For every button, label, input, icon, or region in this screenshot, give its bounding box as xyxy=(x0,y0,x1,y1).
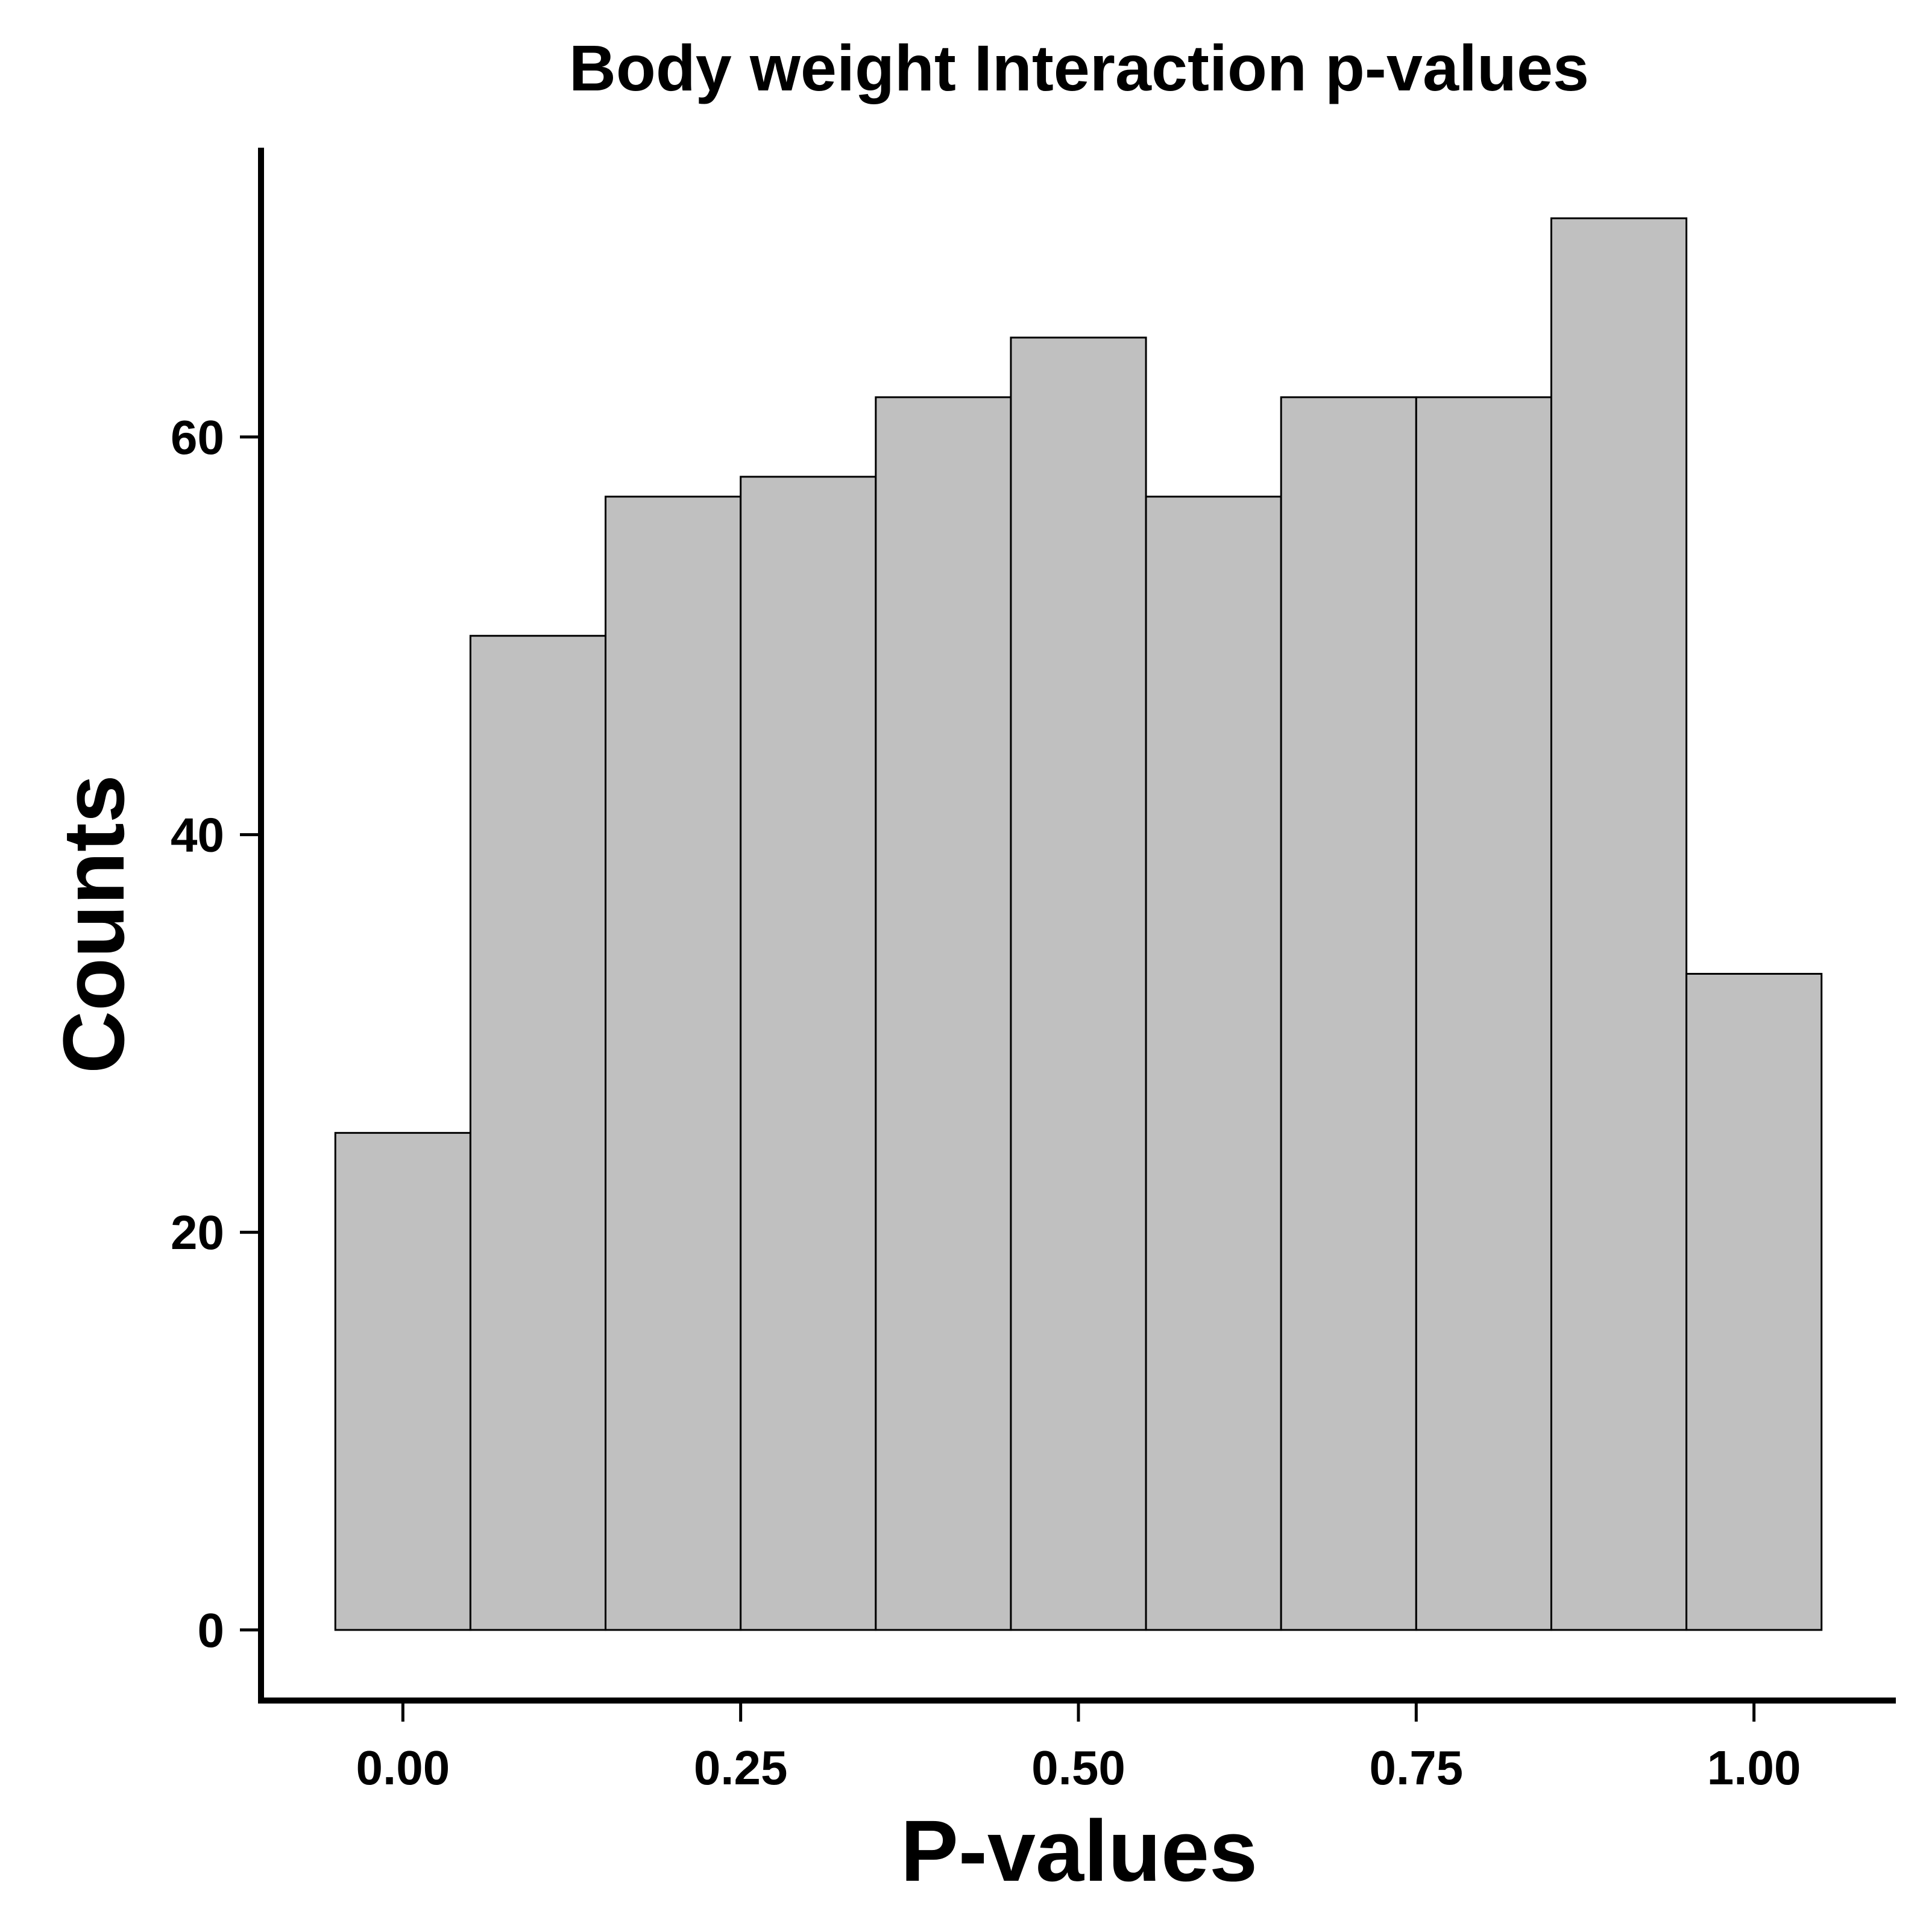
y-tick-label-3: 60 xyxy=(171,411,224,464)
bars-group xyxy=(334,217,1823,1631)
histogram-bar-5 xyxy=(1010,336,1147,1631)
histogram-bar-7 xyxy=(1280,396,1417,1631)
x-tick-label-1: 0.25 xyxy=(694,1741,788,1795)
x-tick-label-0: 0.00 xyxy=(356,1741,450,1795)
y-axis-title: Counts xyxy=(45,775,142,1074)
histogram-bar-2 xyxy=(605,496,742,1631)
x-tick-label-2: 0.50 xyxy=(1031,1741,1125,1795)
y-ticks-group: 0 20 40 60 xyxy=(171,411,261,1657)
chart-title: Body weight Interaction p-values xyxy=(569,31,1589,104)
histogram-bar-8 xyxy=(1415,396,1552,1631)
histogram-bar-3 xyxy=(740,476,877,1631)
x-axis-title: P-values xyxy=(901,1802,1257,1899)
x-ticks-group: 0.00 0.25 0.50 0.75 1.00 xyxy=(356,1701,1801,1795)
histogram-bar-10 xyxy=(1685,972,1823,1631)
x-tick-label-4: 1.00 xyxy=(1707,1741,1801,1795)
y-tick-label-2: 40 xyxy=(171,808,224,862)
histogram-bar-9 xyxy=(1550,217,1688,1631)
y-tick-label-1: 20 xyxy=(171,1206,224,1259)
histogram-bar-0 xyxy=(334,1131,471,1631)
histogram-bar-6 xyxy=(1145,496,1282,1631)
histogram-bar-1 xyxy=(469,635,607,1631)
x-tick-label-3: 0.75 xyxy=(1369,1741,1463,1795)
histogram-bar-4 xyxy=(875,396,1012,1631)
y-tick-label-0: 0 xyxy=(198,1603,225,1657)
